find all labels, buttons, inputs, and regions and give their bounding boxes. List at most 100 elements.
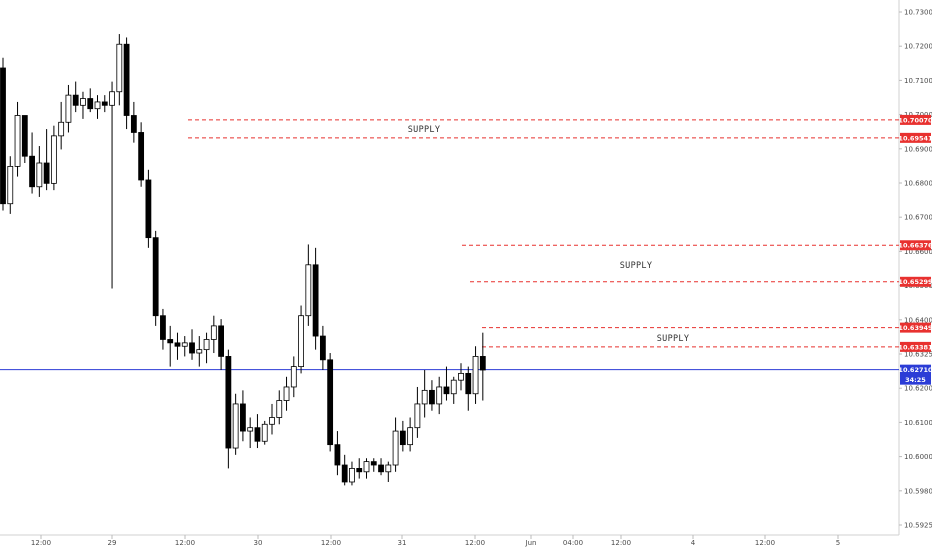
candle-body-up — [80, 98, 86, 106]
level-price-tag — [900, 114, 931, 125]
candle — [334, 431, 341, 476]
candle-body-down — [0, 67, 6, 205]
y-tick-label: 10.71000 — [904, 77, 932, 85]
level-price-label: 10.69541 — [898, 134, 932, 142]
candle-body-down — [225, 356, 232, 449]
candle-body-up — [210, 325, 217, 340]
candle-body-up — [50, 135, 57, 184]
candle — [443, 366, 450, 401]
candle-body-up — [247, 427, 254, 432]
supply-zone-label: SUPPLY — [408, 125, 441, 135]
candle — [458, 363, 464, 391]
candle-body-up — [298, 315, 304, 368]
candle — [429, 380, 435, 411]
candle — [196, 336, 203, 367]
candle-body-down — [101, 101, 108, 106]
y-tick-label: 10.69000 — [904, 145, 932, 153]
y-tick-label: 10.72000 — [904, 43, 932, 51]
candle-body-up — [269, 417, 275, 425]
candle — [247, 417, 254, 449]
candle — [94, 95, 101, 119]
y-tick-label: 10.68000 — [904, 180, 932, 188]
candle — [312, 247, 319, 350]
candle-body-up — [14, 115, 21, 167]
candle-body-down — [254, 427, 261, 442]
candle-body-down — [319, 335, 326, 361]
candle — [14, 101, 21, 177]
candle — [407, 417, 414, 452]
level-price-label: 10.65299 — [898, 278, 932, 286]
candle — [414, 386, 421, 438]
candle-body-down — [160, 315, 166, 340]
candle — [421, 369, 428, 418]
candle — [174, 332, 181, 360]
candle-body-down — [29, 155, 35, 188]
candle-body-down — [138, 132, 145, 181]
candle — [378, 458, 384, 476]
level-price-tag — [900, 240, 931, 251]
candle-body-down — [443, 386, 450, 395]
level-price-tag — [900, 341, 931, 352]
y-tick-label: 10.59250 — [904, 522, 932, 530]
supply-zone-label: SUPPLY — [620, 261, 653, 271]
candle — [87, 88, 94, 113]
candle — [392, 417, 399, 472]
axis-price-labels: 10.70070 10.69541 10.66376 10.65299 10.63949… — [898, 114, 932, 385]
candle — [50, 125, 57, 191]
level-price-tag — [900, 322, 931, 333]
candle-body-down — [429, 389, 435, 405]
candle — [181, 336, 188, 357]
candle — [436, 376, 443, 415]
x-tick-label: 12:00 — [465, 539, 485, 547]
candle-body-up — [109, 91, 115, 106]
candle — [218, 319, 225, 370]
candles — [0, 34, 486, 486]
y-tick-label: 10.62000 — [904, 385, 932, 393]
candle — [116, 34, 123, 106]
candle — [385, 461, 392, 482]
candle — [240, 390, 246, 442]
x-tick-label: 12:00 — [321, 539, 341, 547]
y-tick-label: 10.64000 — [904, 316, 932, 324]
candle — [290, 356, 297, 398]
candle — [276, 390, 283, 425]
x-tick-label: 31 — [398, 539, 407, 547]
x-tick-label: 4 — [691, 539, 696, 547]
candle-body-down — [356, 468, 363, 473]
candle-body-up — [203, 339, 210, 351]
countdown-label: 34:25 — [905, 376, 926, 384]
current-price-tag — [900, 364, 931, 385]
y-tick-label: 10.60000 — [904, 453, 932, 461]
axes — [0, 0, 900, 536]
candle-body-up — [421, 389, 428, 405]
candle-body-up — [349, 468, 355, 483]
candle — [465, 366, 472, 411]
candle-body-up — [290, 366, 297, 388]
candle-body-down — [189, 342, 195, 354]
supply-zone-label: SUPPLY — [657, 334, 690, 344]
level-price-label: 10.63381 — [898, 343, 932, 351]
candle-body-up — [472, 356, 479, 395]
y-tick-label: 10.59800 — [904, 487, 932, 495]
candle-body-down — [43, 162, 50, 184]
candle — [283, 376, 290, 411]
x-tick-label: 12:00 — [31, 539, 51, 547]
candle — [123, 37, 130, 130]
candle-body-up — [385, 464, 392, 473]
candle — [152, 230, 159, 326]
candle — [225, 349, 232, 469]
x-tick-label: 04:00 — [563, 539, 583, 547]
candle-body-up — [181, 342, 188, 347]
candle — [160, 308, 166, 350]
candle-body-up — [436, 386, 443, 405]
candle-body-down — [21, 115, 28, 157]
candle — [109, 81, 115, 289]
candle — [36, 146, 43, 197]
candle-body-up — [196, 349, 203, 354]
candle — [356, 458, 363, 479]
candle — [167, 325, 174, 367]
candle-body-down — [378, 464, 384, 473]
candle — [341, 454, 348, 486]
level-price-label: 10.66376 — [898, 242, 932, 250]
